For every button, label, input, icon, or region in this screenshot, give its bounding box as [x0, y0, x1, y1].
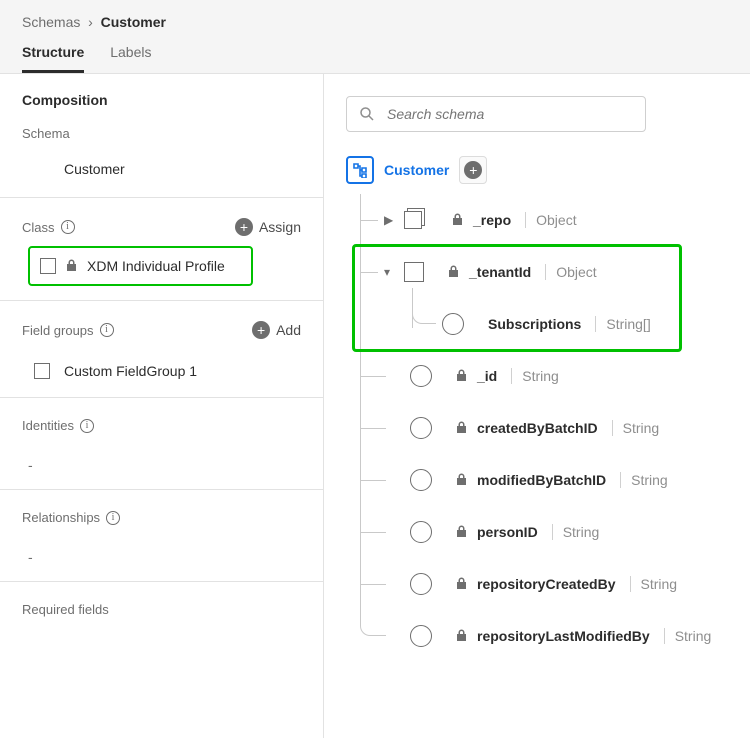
search-input[interactable]	[385, 105, 633, 123]
lock-icon	[456, 421, 467, 436]
object-stack-icon	[404, 208, 428, 232]
class-item[interactable]: XDM Individual Profile	[28, 246, 253, 286]
field-icon	[410, 573, 432, 595]
chevron-down-icon[interactable]: ▾	[384, 265, 394, 279]
field-icon	[410, 365, 432, 387]
fieldgroup-item-label: Custom FieldGroup 1	[64, 363, 197, 379]
relationships-label: Relationships i	[22, 510, 120, 525]
tree-root[interactable]: Customer +	[346, 156, 728, 184]
lock-icon	[456, 473, 467, 488]
square-icon	[34, 363, 50, 379]
lock-icon	[456, 369, 467, 384]
schema-tree: Customer + ▶ _repo Object ▾ _tenantId Object S…	[346, 156, 728, 662]
add-field-button[interactable]: +	[459, 156, 487, 184]
lock-icon	[452, 213, 463, 228]
tab-structure[interactable]: Structure	[22, 44, 84, 73]
field-type: String	[630, 576, 678, 592]
identities-label: Identities i	[22, 418, 94, 433]
field-type: String	[612, 420, 660, 436]
class-item-label: XDM Individual Profile	[87, 258, 225, 274]
fieldgroups-label: Field groups i	[22, 323, 114, 338]
structure-icon	[346, 156, 374, 184]
assign-button[interactable]: + Assign	[235, 218, 301, 236]
field-name: Subscriptions	[488, 316, 581, 332]
field-name: repositoryLastModifiedBy	[477, 628, 650, 644]
tree-node[interactable]: modifiedByBatchID String	[360, 454, 728, 506]
lock-icon	[456, 629, 467, 644]
lock-icon	[448, 265, 459, 280]
tree-node[interactable]: Subscriptions String[]	[412, 298, 728, 350]
plus-icon: +	[464, 161, 482, 179]
search-input-wrapper[interactable]	[346, 96, 646, 132]
field-name: createdByBatchID	[477, 420, 598, 436]
field-name: _tenantId	[469, 264, 531, 280]
object-icon	[404, 262, 424, 282]
root-name: Customer	[384, 162, 449, 178]
field-type: Object	[525, 212, 576, 228]
lock-icon	[456, 577, 467, 592]
tabs: Structure Labels	[22, 44, 728, 73]
tree-node[interactable]: createdByBatchID String	[360, 402, 728, 454]
tree-child: Subscriptions String[]	[412, 298, 728, 350]
fieldgroup-item[interactable]: Custom FieldGroup 1	[22, 349, 301, 397]
field-type: String	[511, 368, 559, 384]
header: Schemas › Customer Structure Labels	[0, 0, 750, 74]
field-type: String	[620, 472, 668, 488]
search-icon	[359, 106, 375, 122]
tree-node[interactable]: repositoryLastModifiedBy String	[360, 610, 728, 662]
field-type: String	[664, 628, 712, 644]
field-icon	[410, 417, 432, 439]
info-icon[interactable]: i	[80, 419, 94, 433]
class-label: Class i	[22, 220, 75, 235]
field-type: Object	[545, 264, 596, 280]
lock-icon	[66, 259, 77, 274]
tree-node[interactable]: personID String	[360, 506, 728, 558]
field-name: modifiedByBatchID	[477, 472, 606, 488]
field-icon	[410, 521, 432, 543]
chevron-right-icon: ›	[84, 14, 100, 30]
tab-labels[interactable]: Labels	[110, 44, 151, 73]
tree-node[interactable]: ▾ _tenantId Object	[360, 246, 728, 298]
field-name: personID	[477, 524, 538, 540]
field-icon	[442, 313, 464, 335]
tree-node[interactable]: ▶ _repo Object	[360, 194, 728, 246]
field-name: _repo	[473, 212, 511, 228]
field-type: String[]	[595, 316, 650, 332]
composition-title: Composition	[22, 92, 301, 108]
add-button[interactable]: + Add	[252, 321, 301, 339]
relationships-value: -	[22, 535, 301, 581]
field-name: _id	[477, 368, 497, 384]
field-type: String	[552, 524, 600, 540]
info-icon[interactable]: i	[106, 511, 120, 525]
plus-icon: +	[235, 218, 253, 236]
field-icon	[410, 625, 432, 647]
breadcrumb-current: Customer	[101, 14, 166, 30]
square-icon	[40, 258, 56, 274]
plus-icon: +	[252, 321, 270, 339]
field-icon	[410, 469, 432, 491]
lock-icon	[456, 525, 467, 540]
identities-value: -	[22, 443, 301, 489]
chevron-right-icon[interactable]: ▶	[384, 213, 394, 227]
breadcrumb-parent[interactable]: Schemas	[22, 14, 80, 30]
schema-tree-panel: Customer + ▶ _repo Object ▾ _tenantId Object S…	[324, 74, 750, 738]
breadcrumb: Schemas › Customer	[22, 14, 728, 30]
schema-label: Schema	[22, 126, 301, 141]
tree-node[interactable]: _id String	[360, 350, 728, 402]
tree-node[interactable]: repositoryCreatedBy String	[360, 558, 728, 610]
info-icon[interactable]: i	[61, 220, 75, 234]
schema-name[interactable]: Customer	[22, 141, 301, 197]
composition-panel: Composition Schema Customer Class i + As…	[0, 74, 324, 738]
required-fields-label: Required fields	[22, 602, 109, 617]
info-icon[interactable]: i	[100, 323, 114, 337]
field-name: repositoryCreatedBy	[477, 576, 616, 592]
